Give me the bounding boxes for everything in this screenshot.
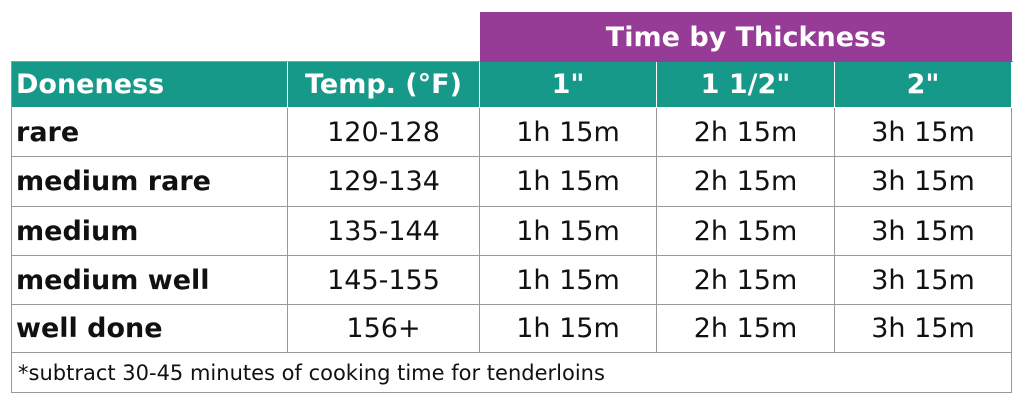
table-cell: 145-155 [288,256,480,305]
table-cell: 3h 15m [835,108,1012,157]
table-cell: 2h 15m [657,207,835,256]
column-header: 1 1/2" [657,62,835,108]
table-cell: 2h 15m [657,305,835,353]
footnote: *subtract 30-45 minutes of cooking time … [12,353,1012,393]
table-cell: 1h 15m [480,157,657,207]
row-label: medium rare [12,157,288,207]
table-cell: 135-144 [288,207,480,256]
table-cell: 2h 15m [657,256,835,305]
row-label: rare [12,108,288,157]
column-header: Doneness [12,62,288,108]
column-header: 2" [835,62,1012,108]
row-label: medium well [12,256,288,305]
column-header: 1" [480,62,657,108]
table-cell: 1h 15m [480,207,657,256]
table-cell: 3h 15m [835,305,1012,353]
table-cell: 120-128 [288,108,480,157]
row-label: well done [12,305,288,353]
table-cell: 1h 15m [480,305,657,353]
table-cell: 2h 15m [657,157,835,207]
table-cell: 1h 15m [480,108,657,157]
table-cell: 1h 15m [480,256,657,305]
table-cell: 3h 15m [835,207,1012,256]
table-cell: 3h 15m [835,256,1012,305]
table-cell: 2h 15m [657,108,835,157]
table-cell: 156+ [288,305,480,353]
row-label: medium [12,207,288,256]
column-header: Temp. (°F) [288,62,480,108]
table-cell: 129-134 [288,157,480,207]
group-header: Time by Thickness [480,12,1012,62]
table-cell: 3h 15m [835,157,1012,207]
